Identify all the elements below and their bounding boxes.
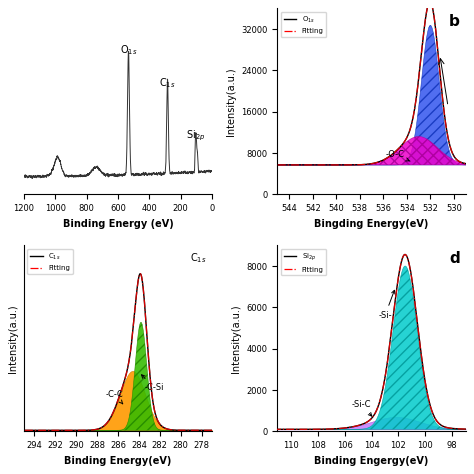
Text: b: b <box>449 14 460 29</box>
Text: C$_{1s}$: C$_{1s}$ <box>159 76 176 90</box>
Text: C$_{1s}$: C$_{1s}$ <box>190 251 207 264</box>
Text: -Si-C: -Si-C <box>351 400 372 416</box>
X-axis label: Binding Energy(eV): Binding Energy(eV) <box>64 456 172 465</box>
Text: d: d <box>449 251 460 266</box>
Text: -O-C: -O-C <box>386 150 410 161</box>
Legend: Si$_{2p}$, Fitting: Si$_{2p}$, Fitting <box>281 249 327 275</box>
X-axis label: Binding Energy (eV): Binding Energy (eV) <box>63 219 173 228</box>
Text: Si$_{2p}$: Si$_{2p}$ <box>186 129 206 144</box>
Legend: C$_{1s}$, Fitting: C$_{1s}$, Fitting <box>27 249 73 274</box>
Y-axis label: Intensity(a.u.): Intensity(a.u.) <box>226 67 236 136</box>
X-axis label: Binding Engergy(eV): Binding Engergy(eV) <box>314 456 429 465</box>
Y-axis label: Intensity(a.u.): Intensity(a.u.) <box>231 304 241 373</box>
Text: O$_{1s}$: O$_{1s}$ <box>120 43 137 57</box>
Text: -C-C: -C-C <box>105 390 123 404</box>
Y-axis label: Intensity(a.u.): Intensity(a.u.) <box>9 304 18 373</box>
Legend: O$_{1s}$, Fitting: O$_{1s}$, Fitting <box>281 12 327 37</box>
Text: -Si-: -Si- <box>378 290 395 319</box>
X-axis label: Bingding Energy(eV): Bingding Energy(eV) <box>314 219 429 228</box>
Text: -C-Si: -C-Si <box>142 375 164 392</box>
